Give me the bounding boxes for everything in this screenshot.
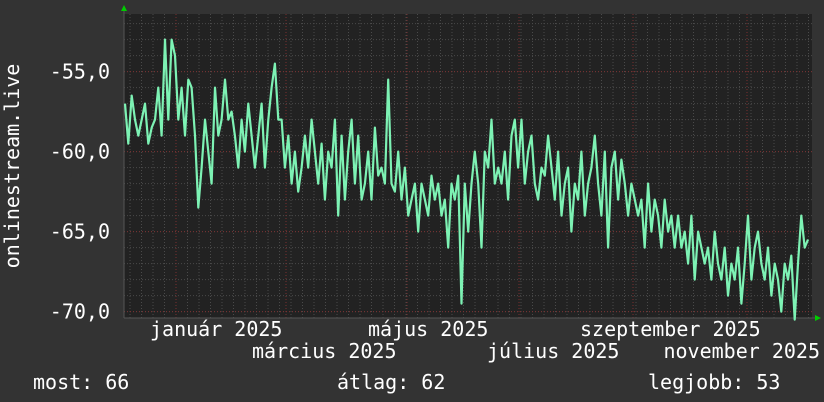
y-tick-label: -70,0 [50,300,110,324]
x-tick-label: november 2025 [663,339,820,363]
y-tick-label: -60,0 [50,140,110,164]
x-axis-arrow-icon [815,315,821,321]
x-tick-label: július 2025 [487,339,619,363]
y-tick-label: -65,0 [50,220,110,244]
x-tick-label: január 2025 [150,317,282,341]
plot-area [124,14,812,318]
legend-current: most: 66 [33,370,130,394]
y-axis-arrow-icon [121,5,127,11]
legend-average: átlag: 62 [337,370,446,394]
y-axis-label: onlinestream.live [0,64,24,269]
x-tick-label: március 2025 [252,339,397,363]
series-line [123,38,810,321]
x-tick-label: május 2025 [368,317,488,341]
y-tick-label: -55,0 [50,60,110,84]
legend-best: legjobb: 53 [648,370,781,394]
x-tick-label: szeptember 2025 [580,317,761,341]
